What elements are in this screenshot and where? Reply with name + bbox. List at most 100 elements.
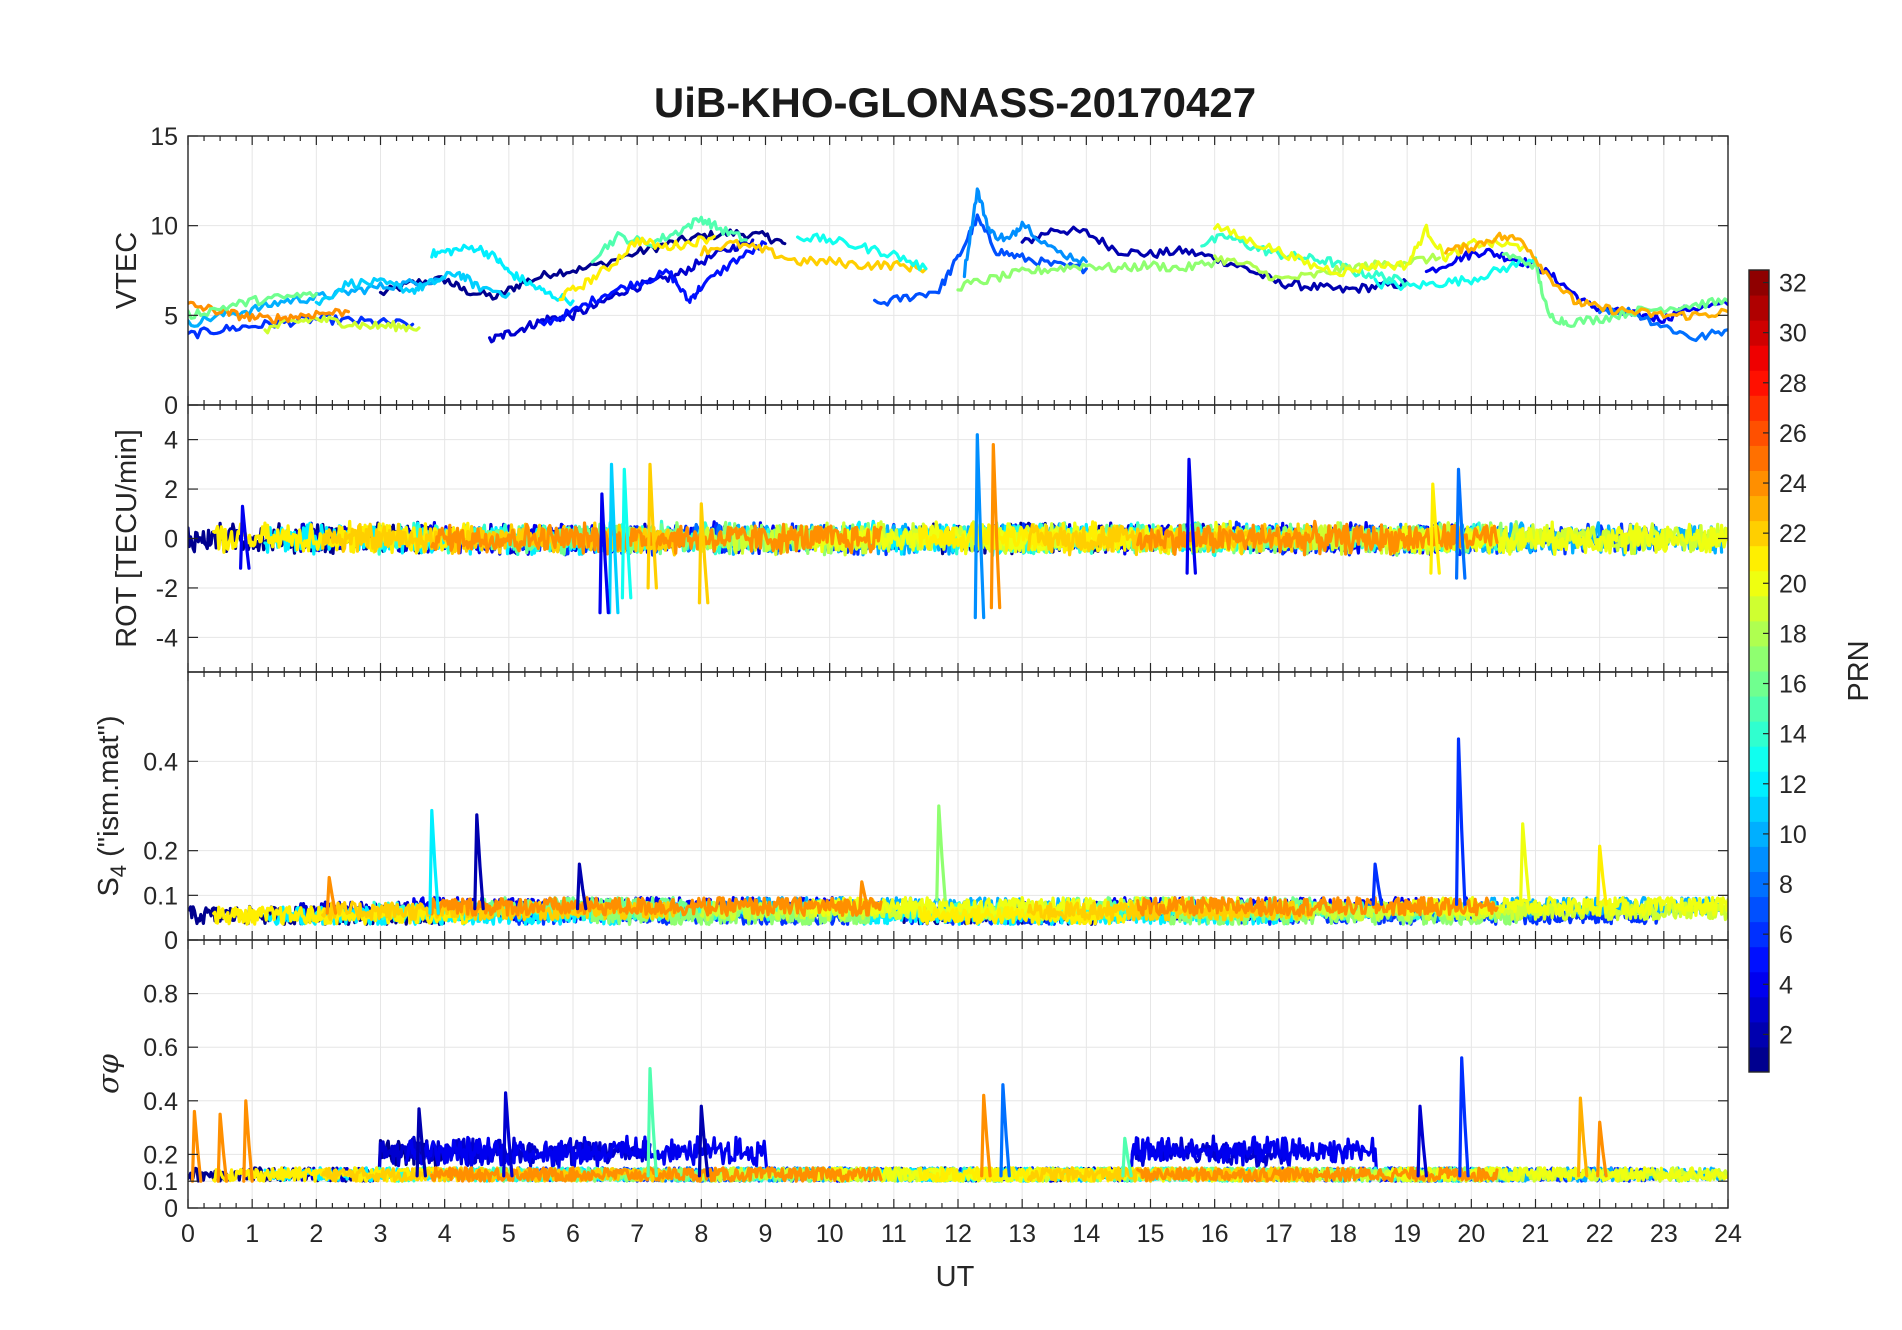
x-tick-label: 5 xyxy=(502,1220,516,1248)
y-axis-label: VTEC xyxy=(111,232,143,309)
x-tick-label: 24 xyxy=(1714,1220,1742,1248)
y-tick-label: 15 xyxy=(150,123,178,151)
y-tick-label: 10 xyxy=(150,213,178,241)
sigma_phi-spike-prn-2 xyxy=(415,1107,427,1178)
x-tick-label: 21 xyxy=(1522,1220,1550,1248)
x-tick-label: 17 xyxy=(1265,1220,1293,1248)
sigma_phi-spike-prn-8 xyxy=(999,1083,1011,1178)
colorbar-tick-label: 8 xyxy=(1779,871,1793,899)
sigma_phi-spike-prn-24 xyxy=(1596,1120,1608,1178)
colorbar-tick-label: 12 xyxy=(1779,771,1807,799)
data-s4 xyxy=(188,737,1728,926)
y-tick-label: 0 xyxy=(164,927,178,955)
x-tick-label: 12 xyxy=(944,1220,972,1248)
colorbar-cell xyxy=(1749,395,1769,421)
vtec-trace-prn-11 xyxy=(314,270,511,306)
x-tick-label: 3 xyxy=(374,1220,388,1248)
s4-spike-prn-2 xyxy=(575,862,588,911)
s4-spike-prn-12 xyxy=(428,808,440,915)
colorbar-cell xyxy=(1749,671,1769,697)
y-axis-label: σφ xyxy=(91,1053,125,1094)
s4-spike-prn-21 xyxy=(1596,844,1608,906)
s4-spike-prn-24 xyxy=(325,875,338,915)
colorbar-tick-label: 2 xyxy=(1779,1021,1793,1049)
sigma_phi-spike-prn-15 xyxy=(1121,1136,1133,1178)
colorbar-cell xyxy=(1749,620,1769,647)
y-axis-label: S4 ("ism.mat") xyxy=(93,715,131,896)
vtec-trace-prn-13 xyxy=(796,232,928,272)
vtec-trace-prn-16 xyxy=(1501,251,1728,328)
vtec-trace-prn-19 xyxy=(263,315,421,335)
vtec-trace-prn-21 xyxy=(558,234,716,302)
sigma_phi-spike-prn-24 xyxy=(190,1109,203,1183)
vtec-trace-prn-16 xyxy=(188,291,318,320)
sigma_phi-spike-prn-3 xyxy=(502,1091,514,1178)
sigma_phi-spike-prn-24 xyxy=(980,1093,992,1178)
rot-spike-prn-13 xyxy=(620,467,633,600)
colorbar-label: PRN xyxy=(1843,640,1875,701)
panel-sigma_phi: 00.10.2 0.4 0.6 0.8 σφ xyxy=(91,939,1729,1223)
sigma_phi-spike-prn-24 xyxy=(242,1099,254,1183)
rot-spike-prn-9 xyxy=(973,433,986,620)
panel-rot: -4 -2 0 2 4 ROT [TECU/min] xyxy=(111,404,1729,673)
sigma_phi-trace-prn-20 xyxy=(1386,1166,1728,1183)
x-tick-label: 2 xyxy=(309,1220,323,1248)
y-tick-label: 4 xyxy=(164,427,178,455)
panel-s4: 0 0.1 0.2 0.4 S4 ("ism.mat") xyxy=(93,671,1729,955)
colorbar-cell xyxy=(1749,295,1769,321)
y-axis-label-main: S xyxy=(93,877,125,896)
rot-spike-prn-4 xyxy=(598,492,610,615)
y-tick-label: 0.1 xyxy=(143,882,178,910)
sigma_phi-spike-prn-24 xyxy=(216,1112,229,1183)
ticks xyxy=(187,672,1729,941)
colorbar-cell xyxy=(1749,595,1769,622)
rot-spike-prn-8 xyxy=(1455,467,1467,580)
x-tick-label: 14 xyxy=(1072,1220,1100,1248)
colorbar-cell xyxy=(1749,871,1769,898)
y-tick-label: 0.2 xyxy=(143,838,178,866)
y-tick-label: -4 xyxy=(156,624,178,652)
x-tick-label: 0 xyxy=(181,1220,195,1248)
rot-trace-prn-21 xyxy=(917,520,1127,554)
s4-spike-prn-2 xyxy=(473,813,485,911)
colorbar-cell xyxy=(1749,570,1769,597)
colorbar-cell xyxy=(1749,1046,1769,1073)
vtec-trace-prn-17 xyxy=(956,259,1217,292)
x-axis-label: UT xyxy=(936,1261,975,1293)
colorbar-cell xyxy=(1749,846,1769,872)
colorbar-cell xyxy=(1749,520,1769,547)
sigma_phi-spike-prn-15 xyxy=(646,1067,658,1178)
y-tick-label: 0.4 xyxy=(143,1088,178,1116)
y-tick-label: 0 xyxy=(164,526,178,554)
vtec-trace-prn-3 xyxy=(488,238,755,344)
y-tick-label: 0.6 xyxy=(143,1034,178,1062)
vtec-trace-prn-20 xyxy=(1213,223,1525,278)
colorbar-cell xyxy=(1749,270,1769,296)
colorbar-cell xyxy=(1749,1021,1769,1048)
colorbar-tick-label: 22 xyxy=(1779,520,1807,548)
y-tick-label: -2 xyxy=(156,575,178,603)
colorbar-cell xyxy=(1749,320,1769,346)
vtec-trace-prn-7 xyxy=(873,213,1088,307)
vtec-trace-prn-13 xyxy=(1373,256,1538,291)
vtec-trace-prn-4 xyxy=(1424,247,1728,324)
y-tick-label: 2 xyxy=(164,476,178,504)
y-tick-label: 5 xyxy=(164,302,178,330)
y-axis-label-sub: 4 xyxy=(106,865,131,877)
colorbar-tick-label: 10 xyxy=(1779,821,1807,849)
x-tick-label: 7 xyxy=(630,1220,644,1248)
vtec-trace-prn-22 xyxy=(699,238,928,274)
x-tick-label: 19 xyxy=(1393,1220,1421,1248)
colorbar-cell xyxy=(1749,946,1769,973)
grid xyxy=(188,672,1728,940)
sigma_phi-spike-prn-23 xyxy=(1576,1096,1589,1178)
y-axis-label-rest: ("ism.mat") xyxy=(93,715,125,864)
s4-spike-prn-17 xyxy=(935,804,947,902)
colorbar-cell xyxy=(1749,495,1769,522)
vtec-trace-prn-9 xyxy=(962,187,1088,279)
colorbar-tick-label: 26 xyxy=(1779,420,1807,448)
x-tick-label: 6 xyxy=(566,1220,580,1248)
colorbar-cell xyxy=(1749,470,1769,497)
x-tick-label: 16 xyxy=(1201,1220,1229,1248)
vtec-trace-prn-12 xyxy=(430,243,575,307)
